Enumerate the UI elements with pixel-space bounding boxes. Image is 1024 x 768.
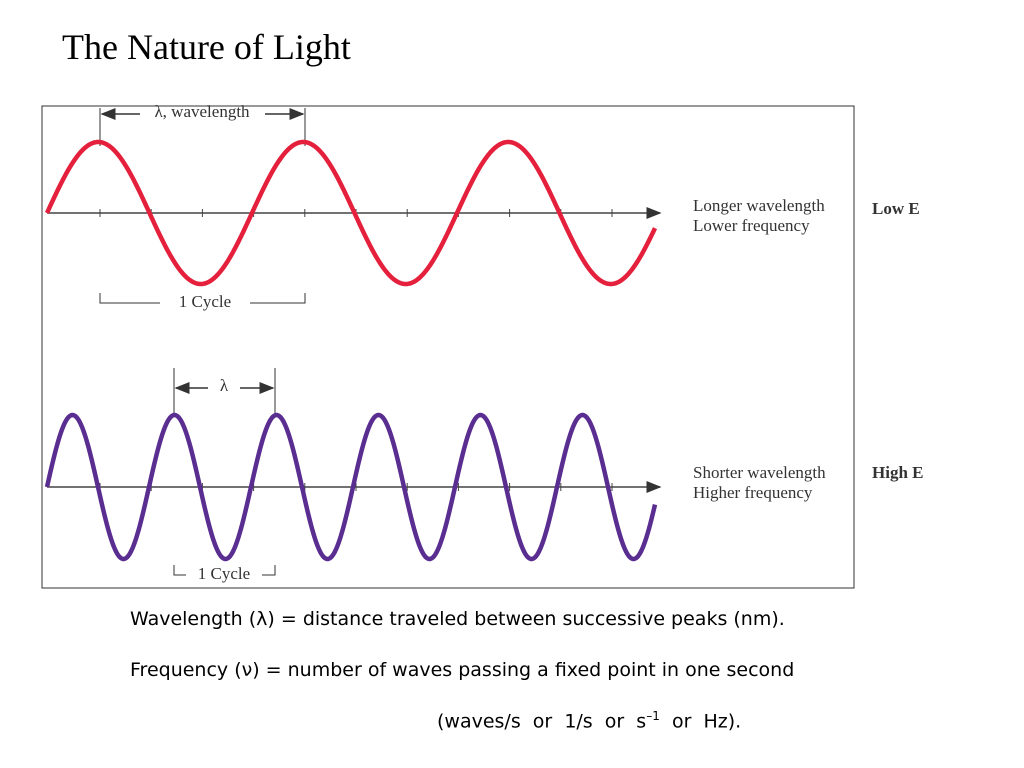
wave-description: Lower frequency <box>693 216 810 235</box>
cycle-bracket <box>173 565 276 576</box>
cycle-label: 1 Cycle <box>179 292 231 311</box>
wavelength-label: λ <box>220 376 229 395</box>
units-text: (waves/s or 1/s or s <box>437 710 647 733</box>
energy-label: High E <box>872 463 924 482</box>
wave-description: Longer wavelength <box>693 196 825 215</box>
body-text: (waves/s or 1/s or s–1 or Hz). <box>437 709 741 732</box>
wave <box>44 139 658 287</box>
wave-description: Shorter wavelength <box>693 463 826 482</box>
cycle-label: 1 Cycle <box>198 564 250 583</box>
body-text: Wavelength (λ) = distance traveled betwe… <box>130 608 785 630</box>
cycle-bracket <box>99 293 306 304</box>
wave-description: Higher frequency <box>693 483 813 502</box>
units-text: or Hz). <box>659 710 742 733</box>
slide-title: The Nature of Light <box>62 27 351 67</box>
wavelength-label: λ, wavelength <box>154 102 250 121</box>
body-text: Frequency (ν) = number of waves passing … <box>130 659 795 681</box>
superscript: –1 <box>646 709 660 723</box>
energy-label: Low E <box>872 199 920 218</box>
wave <box>44 412 658 562</box>
figure: λ, wavelength 1 Cycle Longer wavelength … <box>41 102 924 589</box>
figure-frame <box>41 105 855 589</box>
